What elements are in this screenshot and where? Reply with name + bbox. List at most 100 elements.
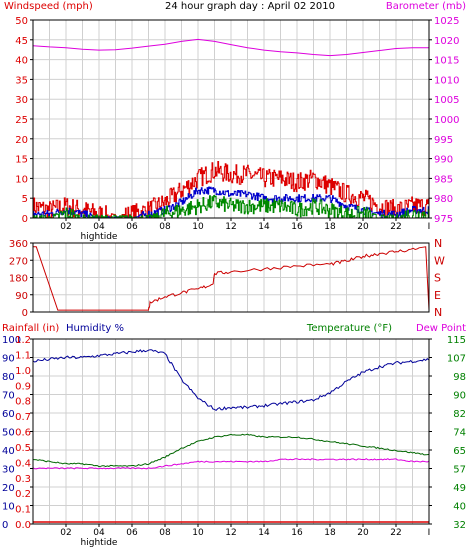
humidity-tick-label: 90 (2, 354, 15, 365)
wind-x-end-marker: I (428, 222, 431, 232)
graph-title: 24 hour graph day : April 02 2010 (165, 1, 335, 12)
humidity-x-tick-label: 02 (60, 528, 71, 538)
humidity-tick-label: 60 (2, 409, 15, 420)
humidity-tick-label: 40 (2, 446, 15, 457)
rainfall-tick-label: 1.0 (15, 366, 31, 377)
rainfall-tick-label: 0.1 (15, 505, 31, 516)
barometer-tick-label: 1005 (434, 95, 459, 106)
temperature-tick-label: 40 (453, 502, 466, 513)
compass-tick-label: N (434, 237, 442, 250)
wind-tick-label: 15 (15, 155, 28, 166)
rainfall-tick-label: 0.4 (15, 458, 31, 469)
barometer-tick-label: 995 (434, 135, 453, 146)
barometer-tick-label: 1000 (434, 115, 459, 126)
direction-panel-frame (32, 242, 430, 313)
wind-x-tick-label: 10 (192, 222, 204, 232)
compass-tick-label: E (434, 289, 441, 302)
humidity-tick-label: 100 (2, 335, 21, 346)
wind-tick-label: 0 (22, 214, 28, 225)
wind-hightide-label: hightide (81, 232, 118, 242)
rainfall-tick-label: 0.5 (15, 443, 31, 454)
temperature-tick-label: 90 (453, 391, 466, 402)
humidity-tick-label: 30 (2, 465, 15, 476)
compass-tick-label: N (434, 306, 442, 319)
rainfall-tick-label: 0.7 (15, 412, 31, 423)
humidity-axis-title: Humidity % (66, 323, 124, 334)
wind-x-tick-label: 12 (225, 222, 236, 232)
barometer-tick-label: 975 (434, 214, 453, 225)
humidity-x-tick-label: 12 (225, 528, 236, 538)
dewpoint-axis-title: Dew Point (416, 323, 466, 334)
windspeed-axis-title: Windspeed (mph) (4, 1, 93, 12)
label-layer: Windspeed (mph) 24 hour graph day : April… (2, 1, 466, 548)
wind-direction-line (33, 246, 430, 311)
wind-x-tick-label: 08 (159, 222, 171, 232)
humidity-x-end-marker: I (428, 528, 431, 538)
humidity-x-tick-label: 06 (126, 528, 138, 538)
humidity-tick-label: 10 (2, 502, 15, 513)
compass-tick-label: W (434, 254, 445, 267)
temperature-tick-label: 107 (447, 354, 466, 365)
humidity-x-tick-label: 18 (324, 528, 336, 538)
temperature-tick-label: 82 (453, 409, 466, 420)
rainfall-tick-label: 0.0 (15, 520, 31, 531)
humidity-x-tick-label: 16 (291, 528, 303, 538)
wind-tick-label: 20 (15, 135, 28, 146)
wind-x-tick-label: 22 (390, 222, 401, 232)
temperature-axis-title: Temperature (°F) (306, 323, 392, 334)
dewpoint-line (32, 458, 430, 470)
wind-tick-label: 35 (15, 75, 28, 86)
wind-tick-label: 50 (15, 16, 28, 27)
humidity-x-tick-label: 10 (192, 528, 204, 538)
rainfall-tick-label: 1.1 (15, 350, 31, 361)
rainfall-tick-label: 0.9 (15, 381, 31, 392)
rainfall-axis-title: Rainfall (in) (2, 323, 59, 334)
rainfall-tick-label: 0.6 (15, 428, 31, 439)
frame-layer (30, 19, 432, 527)
wind-tick-label: 30 (15, 95, 28, 106)
humidity-tick-label: 50 (2, 428, 15, 439)
humidity-x-tick-label: 20 (357, 528, 369, 538)
barometer-tick-label: 980 (434, 194, 453, 205)
compass-tick-label: S (434, 272, 441, 285)
temperature-tick-label: 57 (453, 465, 466, 476)
temperature-tick-label: 65 (453, 446, 466, 457)
temperature-tick-label: 49 (453, 483, 466, 494)
temperature-tick-label: 32 (453, 520, 466, 531)
wind-x-tick-label: 14 (258, 222, 270, 232)
barometer-axis-title: Barometer (mb) (386, 1, 466, 12)
wind-tick-label: 5 (22, 194, 28, 205)
humidity-tick-label: 20 (2, 483, 15, 494)
temperature-tick-label: 115 (447, 335, 466, 346)
wind-low-line (33, 195, 430, 219)
barometer-line (32, 38, 429, 57)
wind-x-tick-label: 06 (126, 222, 138, 232)
direction-tick-label: 0 (22, 308, 28, 319)
direction-tick-label: 90 (15, 291, 28, 302)
wind-tick-label: 45 (15, 36, 28, 47)
direction-tick-label: 270 (9, 256, 28, 267)
temperature-tick-label: 98 (453, 372, 466, 383)
temperature-line (33, 433, 430, 468)
wind-x-tick-label: 16 (291, 222, 303, 232)
humidity-line (32, 349, 430, 412)
rainfall-tick-label: 0.8 (15, 397, 31, 408)
wind-x-tick-label: 20 (357, 222, 369, 232)
series-layer (32, 38, 430, 523)
humidity-x-tick-label: 08 (159, 528, 171, 538)
humidity-tick-label: 0 (2, 520, 8, 531)
barometer-tick-label: 1010 (434, 75, 459, 86)
barometer-tick-label: 990 (434, 155, 453, 166)
humidity-x-tick-label: 14 (258, 528, 270, 538)
temperature-tick-label: 74 (453, 428, 466, 439)
wind-tick-label: 10 (15, 174, 28, 185)
wind-x-tick-label: 02 (60, 222, 71, 232)
direction-tick-label: 360 (9, 239, 28, 250)
wind-tick-label: 40 (15, 56, 28, 67)
humidity-x-tick-label: 22 (390, 528, 401, 538)
barometer-tick-label: 1025 (434, 16, 459, 27)
humidity-hightide-label: hightide (81, 538, 118, 548)
barometer-tick-label: 1015 (434, 56, 459, 67)
